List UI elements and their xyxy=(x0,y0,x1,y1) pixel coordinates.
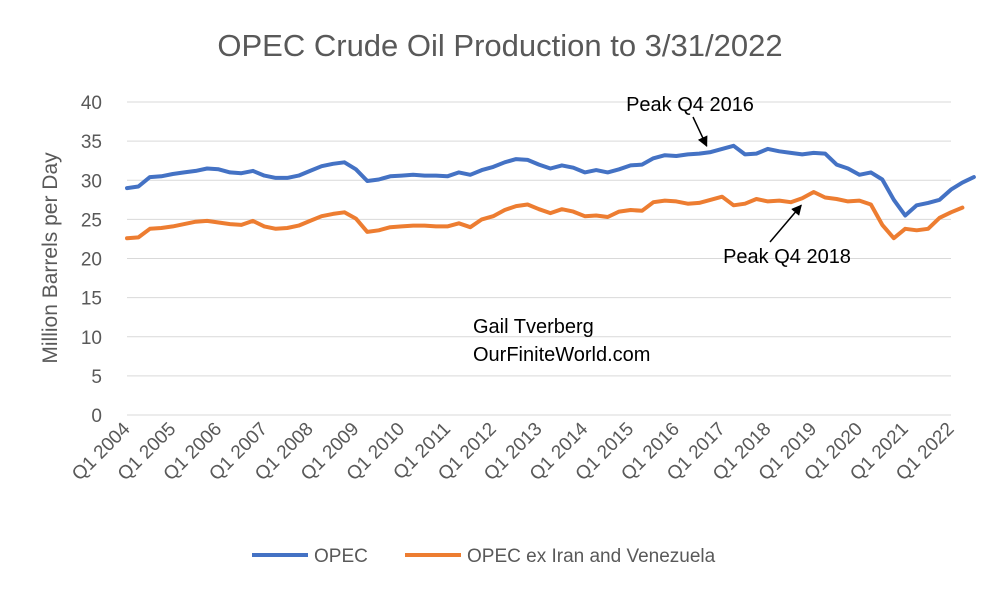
series-lines xyxy=(125,143,976,241)
chart-title: OPEC Crude Oil Production to 3/31/2022 xyxy=(217,28,782,63)
annotation-peak-2016: Peak Q4 2016 xyxy=(626,94,754,116)
series-line-opec-ex-iran-venezuela xyxy=(125,190,965,241)
y-tick-label: 35 xyxy=(81,132,102,153)
y-tick-label: 15 xyxy=(81,289,102,310)
y-tick-label: 5 xyxy=(91,367,102,388)
y-tick-label: 10 xyxy=(81,328,102,349)
credit-line: OurFiniteWorld.com xyxy=(473,344,650,366)
annotation-arrow xyxy=(692,116,708,148)
author-credit: Gail Tverberg OurFiniteWorld.com xyxy=(473,316,650,366)
gridlines xyxy=(127,101,951,416)
y-axis-ticks: 0 5 10 15 20 25 30 35 40 xyxy=(81,93,102,427)
credit-line: Gail Tverberg xyxy=(473,316,594,338)
legend-label: OPEC xyxy=(314,546,368,567)
legend-label: OPEC ex Iran and Venezuela xyxy=(467,546,716,567)
y-tick-label: 30 xyxy=(81,171,102,192)
y-tick-label: 0 xyxy=(91,406,102,427)
legend: OPEC OPEC ex Iran and Venezuela xyxy=(252,546,716,567)
annotations: Peak Q4 2016 Peak Q4 2018 xyxy=(626,94,851,268)
annotation-peak-2018: Peak Q4 2018 xyxy=(723,246,851,268)
annotation-arrow xyxy=(769,204,802,243)
y-tick-label: 25 xyxy=(81,210,102,231)
y-axis-label: Million Barrels per Day xyxy=(39,152,62,364)
y-tick-label: 20 xyxy=(81,250,102,271)
series-line-opec xyxy=(125,143,976,218)
y-tick-label: 40 xyxy=(81,93,102,114)
